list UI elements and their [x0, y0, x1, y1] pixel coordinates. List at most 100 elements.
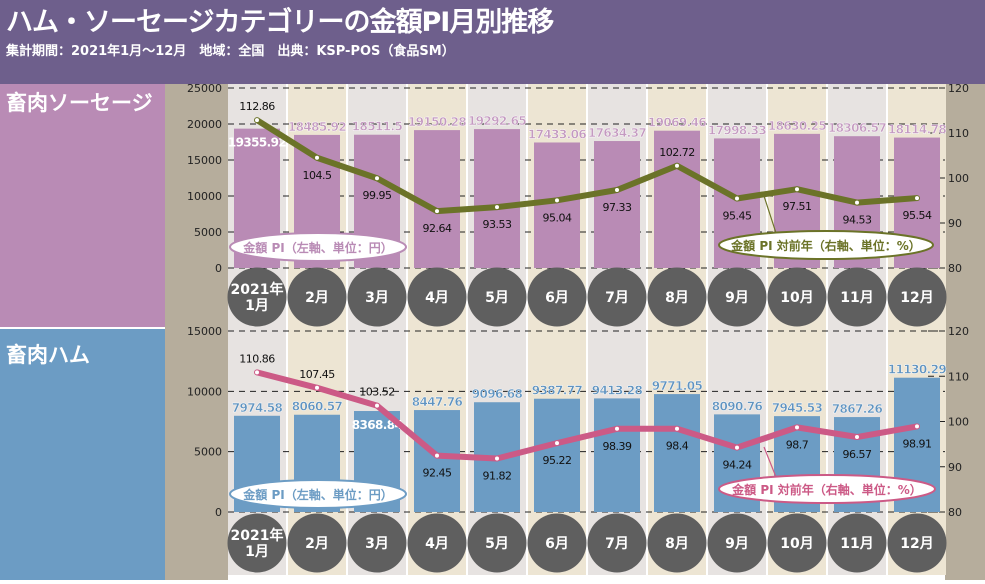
line-value-label: 98.39 — [603, 440, 632, 453]
month-label: 7月 — [605, 290, 629, 306]
right-axis-tick: 80 — [948, 262, 962, 275]
line-point — [854, 199, 860, 206]
line-legend-label: 金額 PI 対前年（右軸、単位：%） — [731, 482, 922, 497]
line-value-label: 102.72 — [659, 146, 695, 159]
bar — [534, 142, 580, 268]
bar-value-label: 9413.28 — [592, 383, 643, 397]
month-circle — [767, 267, 827, 327]
month-circle — [467, 513, 527, 573]
line-point — [494, 455, 500, 462]
line-value-label: 92.64 — [423, 222, 452, 235]
month-label: 8月 — [665, 290, 689, 306]
line-series — [255, 117, 918, 215]
month-label: 9月 — [725, 290, 749, 306]
line-point — [614, 187, 620, 194]
month-circle — [527, 267, 587, 327]
month-circle — [587, 513, 647, 573]
left-axis-tick: 20000 — [187, 118, 222, 131]
right-axis-tick: 110 — [948, 370, 969, 383]
left-axis-tick: 0 — [215, 262, 222, 275]
line-value-label: 93.53 — [483, 218, 512, 231]
month-circle — [887, 267, 947, 327]
month-label: 12月 — [900, 536, 933, 552]
sausage-panel-title: 畜肉ソーセージ — [6, 91, 153, 115]
right-axis-strip — [945, 84, 985, 580]
month-label: 4月 — [425, 290, 449, 306]
line-point — [434, 452, 440, 459]
line-point — [794, 424, 800, 431]
month-label: 1月 — [245, 298, 269, 314]
line-legend-leader — [763, 446, 777, 478]
month-label: 2021年 — [231, 281, 284, 298]
bar-value-label: 19150.28 — [408, 115, 466, 129]
line-value-label: 98.91 — [903, 437, 932, 450]
left-axis-tick: 0 — [215, 506, 222, 519]
month-label: 11月 — [840, 536, 873, 552]
bar — [654, 394, 700, 512]
line-value-label: 97.33 — [603, 201, 632, 214]
bar — [594, 398, 640, 512]
bar-value-label: 8368.84 — [352, 418, 403, 432]
month-label: 4月 — [425, 536, 449, 552]
bar-value-label: 17998.33 — [708, 123, 766, 137]
bar-value-label: 17433.06 — [528, 127, 586, 141]
month-label: 10月 — [780, 290, 813, 306]
line-value-label: 95.04 — [543, 211, 572, 224]
bar-legend-label: 金額 PI（左軸、単位：円） — [242, 240, 392, 255]
right-axis-tick: 110 — [948, 127, 969, 140]
line-point — [674, 162, 680, 169]
month-label: 2月 — [305, 536, 329, 552]
month-circle — [707, 267, 767, 327]
month-label: 11月 — [840, 290, 873, 306]
month-label: 3月 — [365, 536, 389, 552]
line-value-label: 95.45 — [723, 209, 752, 222]
month-circle — [647, 513, 707, 573]
left-axis-tick: 25000 — [187, 82, 222, 95]
bar-value-label: 18485.92 — [288, 120, 346, 134]
right-axis-tick: 80 — [948, 506, 962, 519]
sausage-chart: 0 5000 10000 15000 20000 25000 80 90 100 110 120 19… — [187, 82, 969, 329]
month-circle — [887, 513, 947, 573]
month-label: 10月 — [780, 536, 813, 552]
bar-legend-ellipse — [229, 232, 407, 262]
line-value-label: 96.57 — [843, 448, 872, 461]
month-label: 1月 — [245, 544, 269, 560]
bar — [414, 130, 460, 268]
month-label: 9月 — [725, 536, 749, 552]
chart-title: ハム・ソーセージカテゴリーの金額PI月別推移 — [6, 6, 554, 38]
line-point — [914, 195, 920, 202]
month-label: 7月 — [605, 536, 629, 552]
line-value-label: 104.5 — [303, 169, 332, 182]
month-circle — [647, 267, 707, 327]
bar-value-label: 19069.46 — [648, 116, 706, 130]
month-label: 2月 — [305, 290, 329, 306]
bar-legend-ellipse — [229, 479, 407, 509]
line-point — [614, 425, 620, 432]
line-value-label: 97.51 — [783, 200, 812, 213]
ham-panel — [0, 329, 165, 580]
bar-value-label: 19355.92 — [228, 136, 286, 150]
bar — [534, 398, 580, 512]
line-value-label: 103.52 — [359, 386, 395, 399]
left-axis-tick: 15000 — [187, 325, 222, 338]
bar-value-label: 19292.65 — [468, 114, 526, 128]
month-circle — [587, 267, 647, 327]
line-point — [494, 204, 500, 211]
month-circle — [287, 513, 347, 573]
line-value-label: 91.82 — [483, 470, 512, 483]
month-circle — [767, 513, 827, 573]
bar-value-label: 8060.57 — [292, 400, 343, 414]
ham-chart: 0 5000 10000 15000 80 90 100 110 120 7974.58 8060.… — [187, 325, 969, 575]
line-point — [914, 423, 920, 430]
line-point — [734, 195, 740, 202]
bar-value-label: 8090.76 — [712, 399, 763, 413]
bar-value-label: 7867.26 — [832, 402, 883, 416]
line-point — [314, 154, 320, 161]
right-axis-tick: 90 — [948, 217, 962, 230]
bar — [414, 410, 460, 512]
bar-value-label: 18306.57 — [828, 121, 886, 135]
left-axis-strip — [165, 84, 228, 580]
bar-value-label: 8447.76 — [412, 395, 463, 409]
bar-value-label: 7974.58 — [232, 401, 283, 415]
